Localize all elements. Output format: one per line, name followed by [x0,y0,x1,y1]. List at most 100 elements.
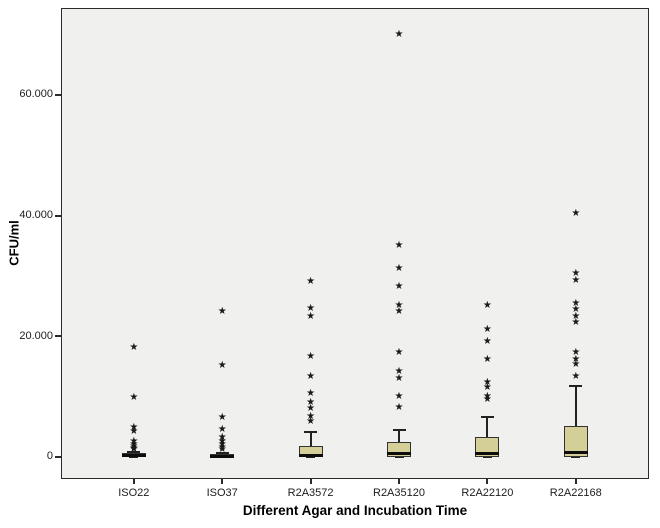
plot-area [61,8,649,479]
median-line [298,453,323,457]
whisker-cap [215,451,229,454]
outlier-marker: ★ [217,435,227,447]
outlier-marker: ★ [129,443,139,455]
outlier-marker: ★ [482,353,492,365]
outlier-marker: ★ [217,306,227,318]
outlier-marker: ★ [482,323,492,335]
outlier-marker: ★ [394,281,404,293]
y-tick-mark [55,455,61,458]
x-tick-mark [486,479,489,484]
outlier-marker: ★ [217,360,227,372]
x-axis-title: Different Agar and Incubation Time [242,503,468,518]
outlier-marker: ★ [394,372,404,384]
x-tick-label: ISO22 [118,487,150,499]
outlier-marker: ★ [571,303,581,315]
y-tick-mark [55,214,61,217]
outlier-marker: ★ [394,365,404,377]
x-tick-mark [398,479,400,484]
outlier-marker: ★ [482,390,492,402]
outlier-marker: ★ [306,411,316,423]
outlier-marker: ★ [482,299,492,311]
whisker-cap [571,456,581,459]
median-line [387,452,411,456]
median-line [210,454,235,458]
x-tick-mark [132,479,135,484]
outlier-marker: ★ [394,28,404,40]
outlier-marker: ★ [217,438,227,450]
whisker [398,429,400,442]
outlier-marker: ★ [129,441,139,453]
outlier-marker: ★ [571,207,581,219]
outlier-marker: ★ [482,393,492,405]
outlier-marker: ★ [306,396,316,408]
outlier-marker: ★ [306,275,316,287]
whisker-cap [304,431,318,434]
y-tick-mark [55,335,61,338]
outlier-marker: ★ [482,376,492,388]
outlier-marker: ★ [306,351,316,363]
outlier-marker: ★ [394,306,404,318]
whisker-cap [306,456,316,459]
x-tick-label: R2A3572 [287,487,334,499]
y-tick-label: 0 [46,450,53,463]
outlier-marker: ★ [217,431,227,443]
median-line [475,451,500,455]
y-tick-label: 60.000 [19,88,53,101]
outlier-marker: ★ [482,382,492,394]
outlier-marker: ★ [394,262,404,274]
outlier-marker: ★ [571,359,581,371]
y-tick-label: 40.000 [19,209,53,222]
outlier-marker: ★ [306,310,316,322]
outlier-marker: ★ [571,274,581,286]
whisker-cap [569,384,583,387]
outlier-marker: ★ [129,342,139,354]
outlier-marker: ★ [217,444,227,456]
outlier-marker: ★ [306,371,316,383]
outlier-marker: ★ [129,444,139,456]
y-tick-label: 20.000 [19,329,53,342]
outlier-marker: ★ [217,423,227,435]
whisker-cap [392,428,406,431]
outlier-marker: ★ [306,388,316,400]
outlier-marker: ★ [129,391,139,403]
outlier-marker: ★ [482,336,492,348]
whisker-cap [127,450,141,453]
outlier-marker: ★ [394,239,404,251]
median-line [121,454,146,458]
outlier-marker: ★ [571,317,581,328]
outlier-marker: ★ [571,310,581,322]
x-tick-label: ISO37 [206,487,238,499]
outlier-marker: ★ [394,347,404,359]
outlier-marker: ★ [571,353,581,365]
outlier-marker: ★ [394,402,404,414]
outlier-marker: ★ [394,390,404,402]
x-tick-mark [309,479,312,484]
outlier-marker: ★ [306,303,316,315]
x-tick-mark [574,479,577,484]
x-tick-label: R2A22120 [461,487,514,499]
whisker [309,432,312,447]
x-tick-label: R2A22168 [549,487,602,499]
x-tick-label: R2A35120 [373,487,425,499]
whisker-cap [129,456,139,459]
median-line [563,450,588,454]
whisker-cap [480,416,494,419]
outlier-marker: ★ [129,436,139,448]
y-tick-mark [55,93,61,96]
outlier-marker: ★ [306,403,316,415]
outlier-marker: ★ [217,411,227,423]
y-axis-title: CFU/ml [6,220,22,266]
whisker [486,417,489,438]
outlier-marker: ★ [571,297,581,309]
outlier-marker: ★ [571,347,581,359]
whisker-cap [482,456,492,459]
whisker [574,385,577,426]
x-tick-mark [221,479,224,484]
outlier-marker: ★ [129,438,139,450]
outlier-marker: ★ [571,267,581,279]
outlier-marker: ★ [306,415,316,427]
outlier-marker: ★ [129,425,139,437]
outlier-marker: ★ [571,370,581,382]
outlier-marker: ★ [217,441,227,453]
